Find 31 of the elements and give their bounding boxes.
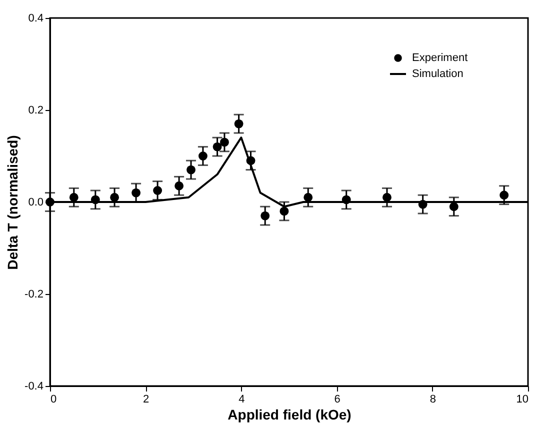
- point: [280, 206, 289, 216]
- y-tick-label: -0.2: [24, 288, 44, 300]
- point: [260, 211, 270, 220]
- x-tick-label: 4: [238, 394, 245, 406]
- point: [449, 202, 458, 212]
- x-tick-label: 8: [430, 394, 436, 406]
- point: [69, 192, 78, 202]
- point: [382, 192, 392, 202]
- y-tick-label: -0.4: [24, 380, 44, 392]
- y-axis-title: Delta T (normalised): [4, 135, 21, 270]
- point: [110, 192, 119, 202]
- point: [198, 152, 208, 160]
- x-tick-label: 10: [516, 394, 528, 406]
- y-tick-label: 0.2: [28, 104, 44, 116]
- point: [153, 186, 162, 195]
- x-tick-label: 6: [334, 394, 340, 406]
- x-tick-label: 2: [143, 394, 150, 406]
- point: [234, 119, 244, 128]
- point: [132, 188, 141, 198]
- point: [186, 165, 196, 174]
- point: [212, 142, 222, 152]
- point: [304, 192, 313, 202]
- point: [220, 138, 229, 147]
- point: [174, 181, 184, 190]
- legend-label: Experiment: [412, 52, 468, 64]
- x-tick-label: 0: [50, 394, 57, 406]
- legend-label: Simulation: [412, 68, 464, 80]
- x-axis-title: Applied field (kOe): [228, 406, 352, 422]
- y-tick-label: 0.4: [28, 12, 44, 24]
- y-tick-label: 0.0: [28, 196, 44, 208]
- point: [500, 190, 509, 200]
